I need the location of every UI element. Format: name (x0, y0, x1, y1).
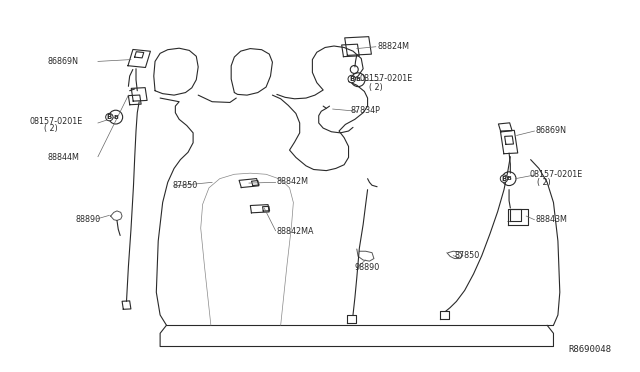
Text: B: B (107, 114, 112, 120)
Text: 88844M: 88844M (47, 153, 79, 162)
Text: 87850: 87850 (173, 181, 198, 190)
Text: 88843M: 88843M (536, 215, 568, 224)
Text: 86869N: 86869N (47, 57, 78, 66)
Text: 88824M: 88824M (377, 42, 409, 51)
Text: B: B (356, 77, 360, 82)
Text: 08157-0201E: 08157-0201E (359, 74, 413, 83)
Text: B: B (113, 115, 118, 120)
Text: 98890: 98890 (355, 263, 380, 272)
Text: 87850: 87850 (454, 251, 480, 260)
Text: 88890: 88890 (76, 215, 101, 224)
Text: ( 2): ( 2) (537, 178, 551, 187)
Text: 08157-0201E: 08157-0201E (29, 117, 83, 126)
Text: 88842MA: 88842MA (277, 227, 314, 236)
Text: ( 2): ( 2) (369, 83, 383, 92)
Text: 87834P: 87834P (351, 106, 380, 115)
Text: 88842M: 88842M (277, 177, 309, 186)
Text: B: B (349, 76, 355, 82)
Text: R8690048: R8690048 (569, 345, 612, 354)
Text: B: B (507, 176, 511, 181)
Text: 08157-0201E: 08157-0201E (529, 170, 582, 179)
Text: B: B (501, 176, 507, 182)
Text: ( 2): ( 2) (44, 124, 58, 133)
Text: 86869N: 86869N (536, 126, 566, 135)
